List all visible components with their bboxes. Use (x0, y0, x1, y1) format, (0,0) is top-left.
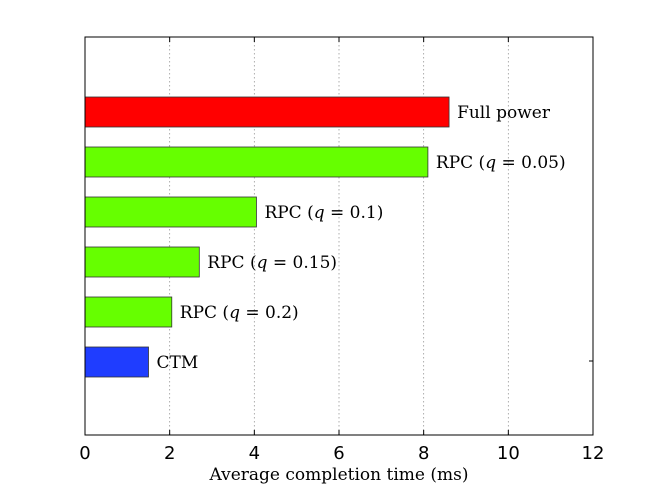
x-tick-label: 0 (79, 443, 90, 464)
x-tick-label: 8 (418, 443, 429, 464)
bars (84, 96, 450, 378)
x-tick-label: 12 (582, 443, 605, 464)
bar-label-6: CTM (157, 353, 199, 373)
bar-label-4: RPC (q = 0.15) (207, 253, 337, 273)
bar-label-3: RPC (q = 0.1) (264, 203, 383, 223)
bar-5 (84, 296, 173, 328)
x-tick-label: 4 (249, 443, 260, 464)
bar-4 (84, 246, 200, 278)
x-axis-title: Average completion time (ms) (209, 465, 469, 485)
bar-label-1: Full power (457, 103, 551, 123)
bar-1 (84, 96, 450, 128)
x-tick-label: 6 (333, 443, 344, 464)
bar-6 (84, 346, 149, 378)
bar-labels: Full power RPC (q = 0.05) RPC (q = 0.1) RPC… (157, 103, 566, 373)
bar-2 (84, 146, 429, 178)
x-tick-label: 2 (164, 443, 175, 464)
bar-label-5: RPC (q = 0.2) (180, 303, 299, 323)
bar-3 (84, 196, 257, 228)
bar-label-2: RPC (q = 0.05) (436, 153, 566, 173)
x-tick-label: 10 (497, 443, 520, 464)
x-axis-ticks: 0 2 4 6 8 10 12 (79, 37, 604, 464)
